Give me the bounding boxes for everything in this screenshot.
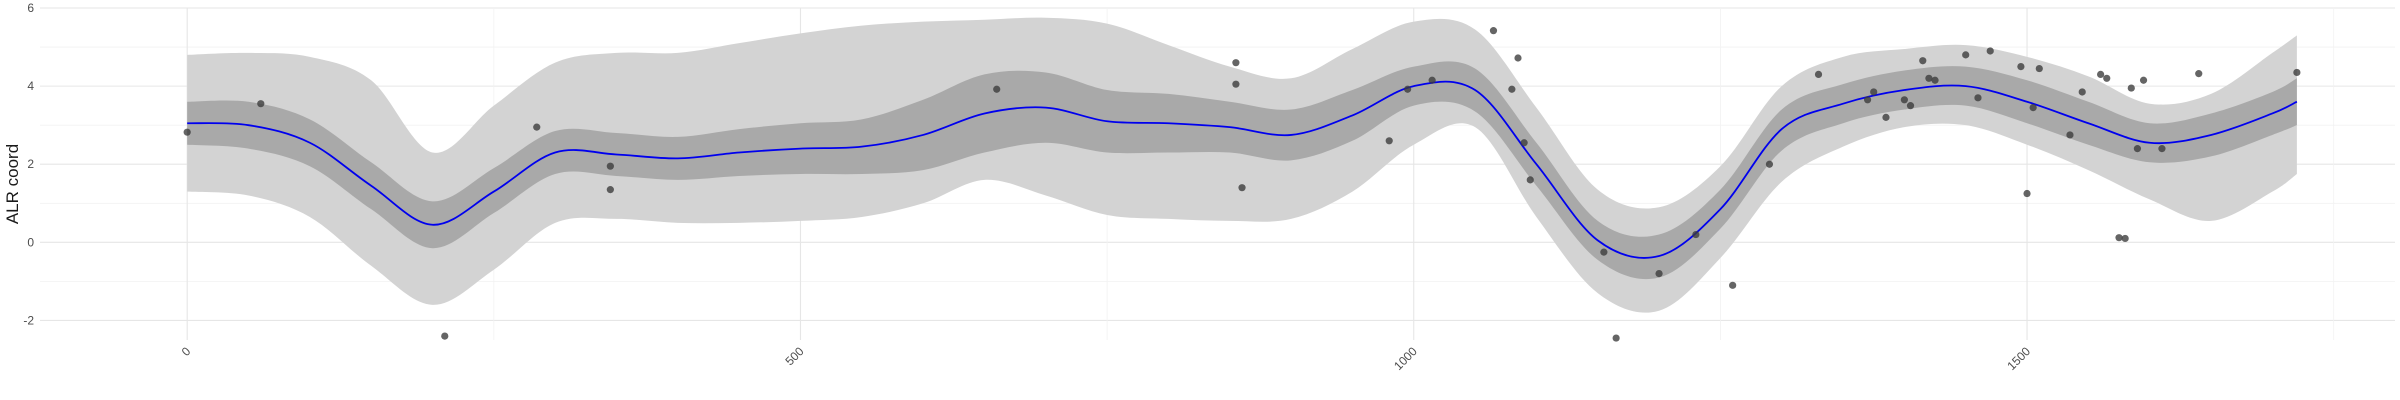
data-point	[1900, 96, 1908, 104]
data-point	[2097, 70, 2105, 78]
y-tick-label: -2	[23, 313, 34, 327]
data-point	[1612, 334, 1620, 342]
data-point	[993, 85, 1001, 93]
data-point	[606, 186, 614, 194]
data-point	[1428, 76, 1436, 84]
data-point	[2139, 76, 2148, 84]
data-points	[183, 27, 2301, 342]
data-point	[2121, 234, 2129, 243]
data-point	[257, 100, 265, 108]
data-point	[1232, 80, 1240, 88]
x-tick-label: 1500	[2004, 344, 2033, 373]
data-point	[2133, 145, 2142, 153]
data-point	[1974, 94, 1982, 102]
mean-line	[187, 80, 2298, 259]
x-tick-label: 1000	[1391, 344, 1420, 373]
data-point	[1508, 85, 1516, 93]
data-point	[1238, 184, 1246, 192]
data-point	[2017, 62, 2025, 71]
y-tick-label: 2	[27, 157, 34, 171]
y-axis-ticks: -2 0 2 4 6	[23, 1, 34, 327]
y-tick-label: 0	[27, 235, 34, 249]
data-point	[1232, 59, 1240, 67]
data-point	[1986, 47, 1994, 55]
data-point	[1962, 51, 1970, 59]
data-point	[2078, 88, 2086, 96]
data-point	[1906, 102, 1915, 110]
data-point	[606, 162, 614, 170]
data-point	[2127, 84, 2135, 92]
data-point	[1404, 85, 1412, 93]
outer-confidence-band	[187, 17, 2297, 313]
x-axis-ticks: 0 500 1000 1500	[179, 344, 2034, 373]
data-point	[183, 128, 191, 136]
data-point	[2035, 64, 2043, 73]
data-point	[1385, 137, 1393, 145]
data-point	[1655, 270, 1663, 278]
data-point	[1520, 139, 1528, 147]
x-tick-label: 500	[783, 344, 807, 368]
data-point	[1863, 96, 1872, 104]
data-point	[1919, 57, 1927, 65]
data-point	[2115, 234, 2123, 242]
data-point	[533, 123, 541, 131]
data-point	[2293, 68, 2301, 77]
y-tick-label: 4	[27, 79, 34, 93]
data-point	[1765, 160, 1774, 168]
data-point	[1931, 76, 1939, 84]
data-point	[2023, 189, 2031, 198]
data-point	[2103, 74, 2111, 82]
data-point	[1489, 27, 1498, 35]
inner-confidence-band	[187, 61, 2297, 280]
data-point	[1729, 281, 1737, 289]
data-point	[1526, 176, 1534, 184]
x-tick-label: 0	[179, 344, 194, 359]
data-point	[2195, 70, 2203, 78]
y-tick-label: 6	[27, 1, 34, 15]
data-point	[1814, 70, 1823, 78]
data-point	[1925, 74, 1933, 82]
data-point	[2029, 104, 2037, 112]
data-point	[1692, 230, 1700, 239]
data-point	[2158, 145, 2166, 153]
data-point	[1870, 88, 1878, 96]
data-point	[1600, 248, 1608, 256]
data-point	[2066, 131, 2074, 139]
data-point	[1514, 54, 1522, 62]
data-point	[441, 332, 449, 340]
data-point	[1882, 113, 1890, 121]
y-axis-label: ALR coord	[3, 144, 22, 224]
